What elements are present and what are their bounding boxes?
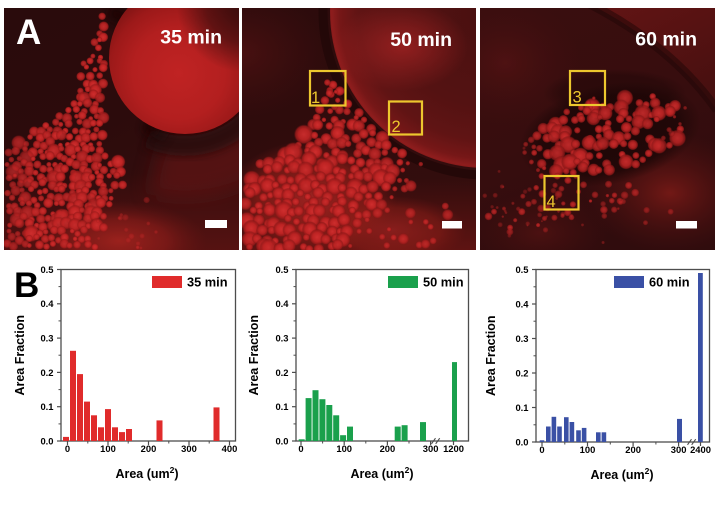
svg-text:0.1: 0.1 (515, 402, 528, 413)
svg-text:0.0: 0.0 (40, 435, 53, 446)
svg-text:0.4: 0.4 (515, 298, 529, 309)
svg-text:4: 4 (547, 193, 556, 211)
svg-text:200: 200 (625, 444, 641, 455)
svg-text:0.5: 0.5 (275, 264, 288, 275)
svg-text:0.4: 0.4 (275, 298, 289, 309)
svg-text:0.2: 0.2 (40, 367, 53, 378)
svg-text:Area (um2): Area (um2) (590, 466, 653, 482)
svg-text:60 min: 60 min (649, 275, 690, 290)
svg-text:0.2: 0.2 (515, 367, 528, 378)
svg-text:Area Fraction: Area Fraction (247, 315, 261, 396)
svg-text:400: 400 (222, 443, 238, 454)
svg-text:0: 0 (539, 444, 544, 455)
svg-text:Area Fraction: Area Fraction (484, 315, 498, 396)
svg-text:300: 300 (181, 443, 197, 454)
svg-text:35 min: 35 min (187, 275, 228, 290)
svg-text:Area Fraction: Area Fraction (13, 315, 27, 396)
svg-text:0.5: 0.5 (40, 264, 53, 275)
svg-text:0.0: 0.0 (275, 435, 288, 446)
svg-text:300: 300 (671, 444, 687, 455)
svg-text:0.5: 0.5 (515, 264, 528, 275)
svg-text:0.3: 0.3 (515, 333, 528, 344)
svg-text:50 min: 50 min (423, 275, 464, 290)
svg-text:2: 2 (392, 118, 401, 136)
svg-text:2400: 2400 (690, 444, 711, 455)
svg-text:0.3: 0.3 (275, 333, 288, 344)
svg-text:1: 1 (311, 89, 320, 107)
svg-text:0.2: 0.2 (275, 367, 288, 378)
svg-text:200: 200 (141, 443, 157, 454)
svg-text:35 min: 35 min (160, 27, 222, 49)
svg-text:Area (um2): Area (um2) (350, 465, 413, 481)
svg-text:Area (um2): Area (um2) (115, 465, 178, 481)
svg-text:A: A (16, 13, 41, 52)
svg-text:50 min: 50 min (390, 29, 452, 51)
svg-text:200: 200 (380, 443, 396, 454)
svg-text:B: B (14, 266, 39, 305)
svg-text:0.4: 0.4 (40, 298, 54, 309)
svg-text:0.3: 0.3 (40, 333, 53, 344)
svg-text:1200: 1200 (443, 443, 464, 454)
svg-text:3: 3 (573, 89, 582, 107)
svg-text:100: 100 (100, 443, 116, 454)
svg-text:60 min: 60 min (635, 29, 697, 51)
svg-text:0: 0 (65, 443, 70, 454)
svg-text:0: 0 (298, 443, 303, 454)
svg-text:300: 300 (423, 443, 439, 454)
svg-text:0.1: 0.1 (40, 401, 53, 412)
svg-text:100: 100 (336, 443, 352, 454)
svg-text:100: 100 (580, 444, 596, 455)
svg-text:0.0: 0.0 (515, 436, 528, 447)
svg-text:0.1: 0.1 (275, 401, 288, 412)
